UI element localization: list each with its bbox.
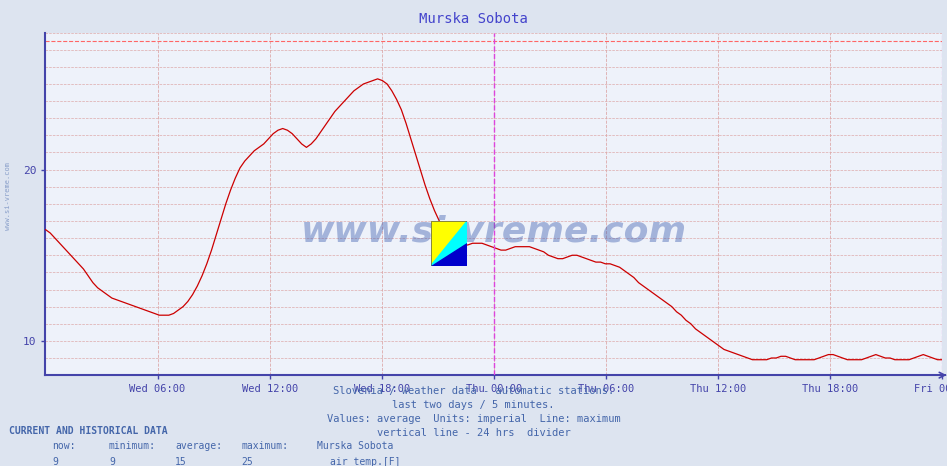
Text: Slovenia / weather data - automatic stations.: Slovenia / weather data - automatic stat… [333, 386, 614, 396]
Text: Values: average  Units: imperial  Line: maximum: Values: average Units: imperial Line: ma… [327, 414, 620, 424]
Text: 25: 25 [241, 457, 253, 466]
Text: www.si-vreme.com: www.si-vreme.com [5, 162, 10, 230]
Text: www.si-vreme.com: www.si-vreme.com [301, 214, 687, 248]
Text: last two days / 5 minutes.: last two days / 5 minutes. [392, 400, 555, 410]
Text: Murska Sobota: Murska Sobota [317, 441, 394, 451]
Text: now:: now: [52, 441, 76, 451]
Polygon shape [431, 243, 467, 266]
Polygon shape [431, 221, 467, 266]
Polygon shape [431, 221, 467, 266]
Text: CURRENT AND HISTORICAL DATA: CURRENT AND HISTORICAL DATA [9, 426, 169, 436]
Text: 9: 9 [52, 457, 58, 466]
Text: air temp.[F]: air temp.[F] [330, 457, 400, 466]
Text: 15: 15 [175, 457, 187, 466]
Text: average:: average: [175, 441, 223, 451]
Text: Murska Sobota: Murska Sobota [420, 12, 527, 26]
Text: maximum:: maximum: [241, 441, 289, 451]
Text: vertical line - 24 hrs  divider: vertical line - 24 hrs divider [377, 428, 570, 438]
Text: 9: 9 [109, 457, 115, 466]
Text: minimum:: minimum: [109, 441, 156, 451]
